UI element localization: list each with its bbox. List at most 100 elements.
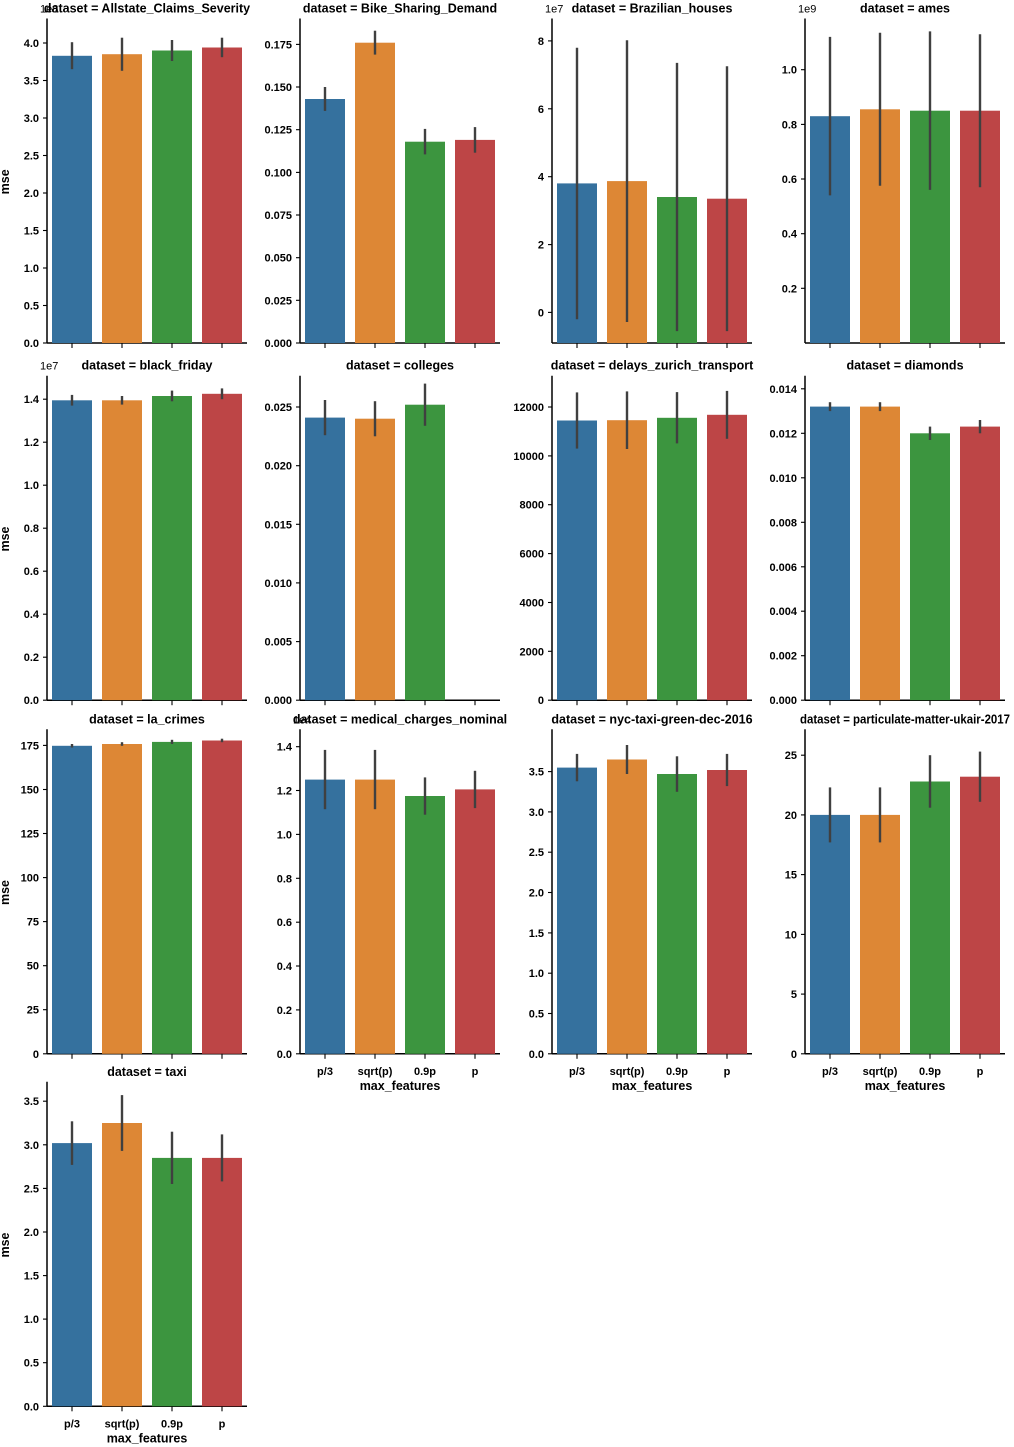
svg-text:10: 10 (785, 929, 797, 941)
svg-text:1.0: 1.0 (782, 65, 797, 77)
svg-text:150: 150 (21, 785, 39, 797)
svg-text:8000: 8000 (520, 500, 544, 512)
svg-text:dataset = ames: dataset = ames (860, 2, 950, 16)
svg-text:0.012: 0.012 (769, 428, 797, 440)
svg-text:0.0: 0.0 (24, 338, 39, 350)
svg-text:2.0: 2.0 (529, 888, 544, 900)
svg-text:0.5: 0.5 (24, 1358, 39, 1370)
svg-text:0: 0 (538, 307, 544, 319)
svg-text:1.0: 1.0 (24, 480, 39, 492)
svg-text:max_features: max_features (865, 1079, 946, 1093)
svg-text:1.5: 1.5 (529, 928, 544, 940)
svg-text:mse: mse (0, 169, 12, 194)
svg-text:p: p (472, 1066, 479, 1078)
svg-text:dataset = la_crimes: dataset = la_crimes (89, 712, 205, 726)
svg-text:dataset = taxi: dataset = taxi (107, 1065, 187, 1079)
svg-text:3.5: 3.5 (529, 767, 544, 779)
svg-text:0.5: 0.5 (24, 301, 39, 313)
svg-text:0.6: 0.6 (782, 174, 797, 186)
svg-text:0.000: 0.000 (264, 338, 292, 350)
svg-text:2000: 2000 (520, 646, 544, 658)
svg-text:1.2: 1.2 (277, 786, 292, 798)
svg-text:mse: mse (0, 526, 12, 551)
svg-text:0.9p: 0.9p (919, 1066, 941, 1078)
svg-text:sqrt(p): sqrt(p) (105, 1418, 140, 1430)
svg-text:4000: 4000 (520, 598, 544, 610)
svg-text:25: 25 (785, 750, 797, 762)
svg-text:0.2: 0.2 (24, 652, 39, 664)
svg-text:0.015: 0.015 (264, 519, 292, 531)
svg-text:0.4: 0.4 (782, 229, 798, 241)
svg-text:dataset = particulate-matter-u: dataset = particulate-matter-ukair-2017 (800, 712, 1010, 726)
svg-text:1e8: 1e8 (40, 4, 58, 16)
svg-text:p/3: p/3 (822, 1066, 838, 1078)
svg-text:0.050: 0.050 (264, 253, 292, 265)
svg-text:4.0: 4.0 (24, 38, 39, 50)
svg-text:25: 25 (27, 1005, 39, 1017)
svg-text:0.008: 0.008 (769, 517, 797, 529)
svg-text:0.4: 0.4 (24, 609, 40, 621)
svg-text:0.0: 0.0 (24, 1401, 39, 1413)
svg-text:max_features: max_features (360, 1079, 441, 1093)
svg-text:1e7: 1e7 (40, 361, 58, 373)
svg-text:125: 125 (21, 829, 39, 841)
svg-text:100: 100 (21, 873, 39, 885)
svg-text:0.9p: 0.9p (414, 1066, 436, 1078)
svg-text:6000: 6000 (520, 549, 544, 561)
svg-text:p: p (219, 1418, 226, 1430)
svg-text:0.020: 0.020 (264, 461, 292, 473)
svg-text:0: 0 (33, 1049, 39, 1061)
svg-text:dataset = diamonds: dataset = diamonds (846, 359, 963, 373)
svg-text:dataset = nyc-taxi-green-dec-2: dataset = nyc-taxi-green-dec-2016 (551, 712, 752, 726)
svg-text:0.8: 0.8 (24, 523, 39, 535)
svg-text:dataset = black_friday: dataset = black_friday (82, 359, 213, 373)
svg-text:p/3: p/3 (64, 1418, 80, 1430)
svg-text:mse: mse (0, 1232, 12, 1257)
svg-text:3.0: 3.0 (529, 807, 544, 819)
svg-text:0.010: 0.010 (264, 578, 292, 590)
svg-text:0: 0 (791, 1049, 797, 1061)
svg-text:1.0: 1.0 (24, 263, 39, 275)
svg-text:0.014: 0.014 (769, 384, 797, 396)
svg-text:p: p (977, 1066, 984, 1078)
svg-text:3.5: 3.5 (24, 76, 39, 88)
svg-text:0.6: 0.6 (24, 566, 39, 578)
svg-text:12000: 12000 (513, 402, 544, 414)
svg-text:0.002: 0.002 (769, 651, 797, 663)
svg-text:max_features: max_features (107, 1431, 188, 1445)
svg-text:2.0: 2.0 (24, 188, 39, 200)
svg-text:3.0: 3.0 (24, 1140, 39, 1152)
svg-text:0.8: 0.8 (782, 119, 797, 131)
svg-text:1.4: 1.4 (24, 394, 40, 406)
svg-text:1e7: 1e7 (545, 4, 563, 16)
svg-text:0.5: 0.5 (529, 1009, 544, 1021)
svg-text:0.010: 0.010 (769, 473, 797, 485)
svg-text:1.5: 1.5 (24, 226, 39, 238)
svg-text:20: 20 (785, 810, 797, 822)
svg-text:10000: 10000 (513, 451, 544, 463)
svg-text:0.125: 0.125 (264, 125, 292, 137)
svg-text:1e9: 1e9 (798, 4, 816, 16)
svg-text:5: 5 (791, 989, 797, 1001)
svg-text:1.0: 1.0 (24, 1314, 39, 1326)
svg-text:0.025: 0.025 (264, 295, 292, 307)
svg-text:sqrt(p): sqrt(p) (863, 1066, 898, 1078)
svg-text:0.0: 0.0 (277, 1049, 292, 1061)
svg-text:1.2: 1.2 (24, 437, 39, 449)
svg-text:0.0: 0.0 (529, 1049, 544, 1061)
svg-text:75: 75 (27, 917, 39, 929)
svg-text:sqrt(p): sqrt(p) (610, 1066, 645, 1078)
svg-text:p/3: p/3 (317, 1066, 333, 1078)
svg-text:max_features: max_features (612, 1079, 693, 1093)
svg-text:dataset = Bike_Sharing_Demand: dataset = Bike_Sharing_Demand (303, 2, 497, 16)
svg-text:3.0: 3.0 (24, 113, 39, 125)
svg-text:0.9p: 0.9p (666, 1066, 688, 1078)
svg-text:0.100: 0.100 (264, 167, 292, 179)
svg-text:0.4: 0.4 (277, 961, 293, 973)
svg-text:1.5: 1.5 (24, 1271, 39, 1283)
svg-text:0.175: 0.175 (264, 39, 292, 51)
svg-text:0.000: 0.000 (264, 695, 292, 707)
svg-text:0.004: 0.004 (769, 606, 797, 618)
svg-text:1.0: 1.0 (529, 968, 544, 980)
svg-text:2: 2 (538, 240, 544, 252)
